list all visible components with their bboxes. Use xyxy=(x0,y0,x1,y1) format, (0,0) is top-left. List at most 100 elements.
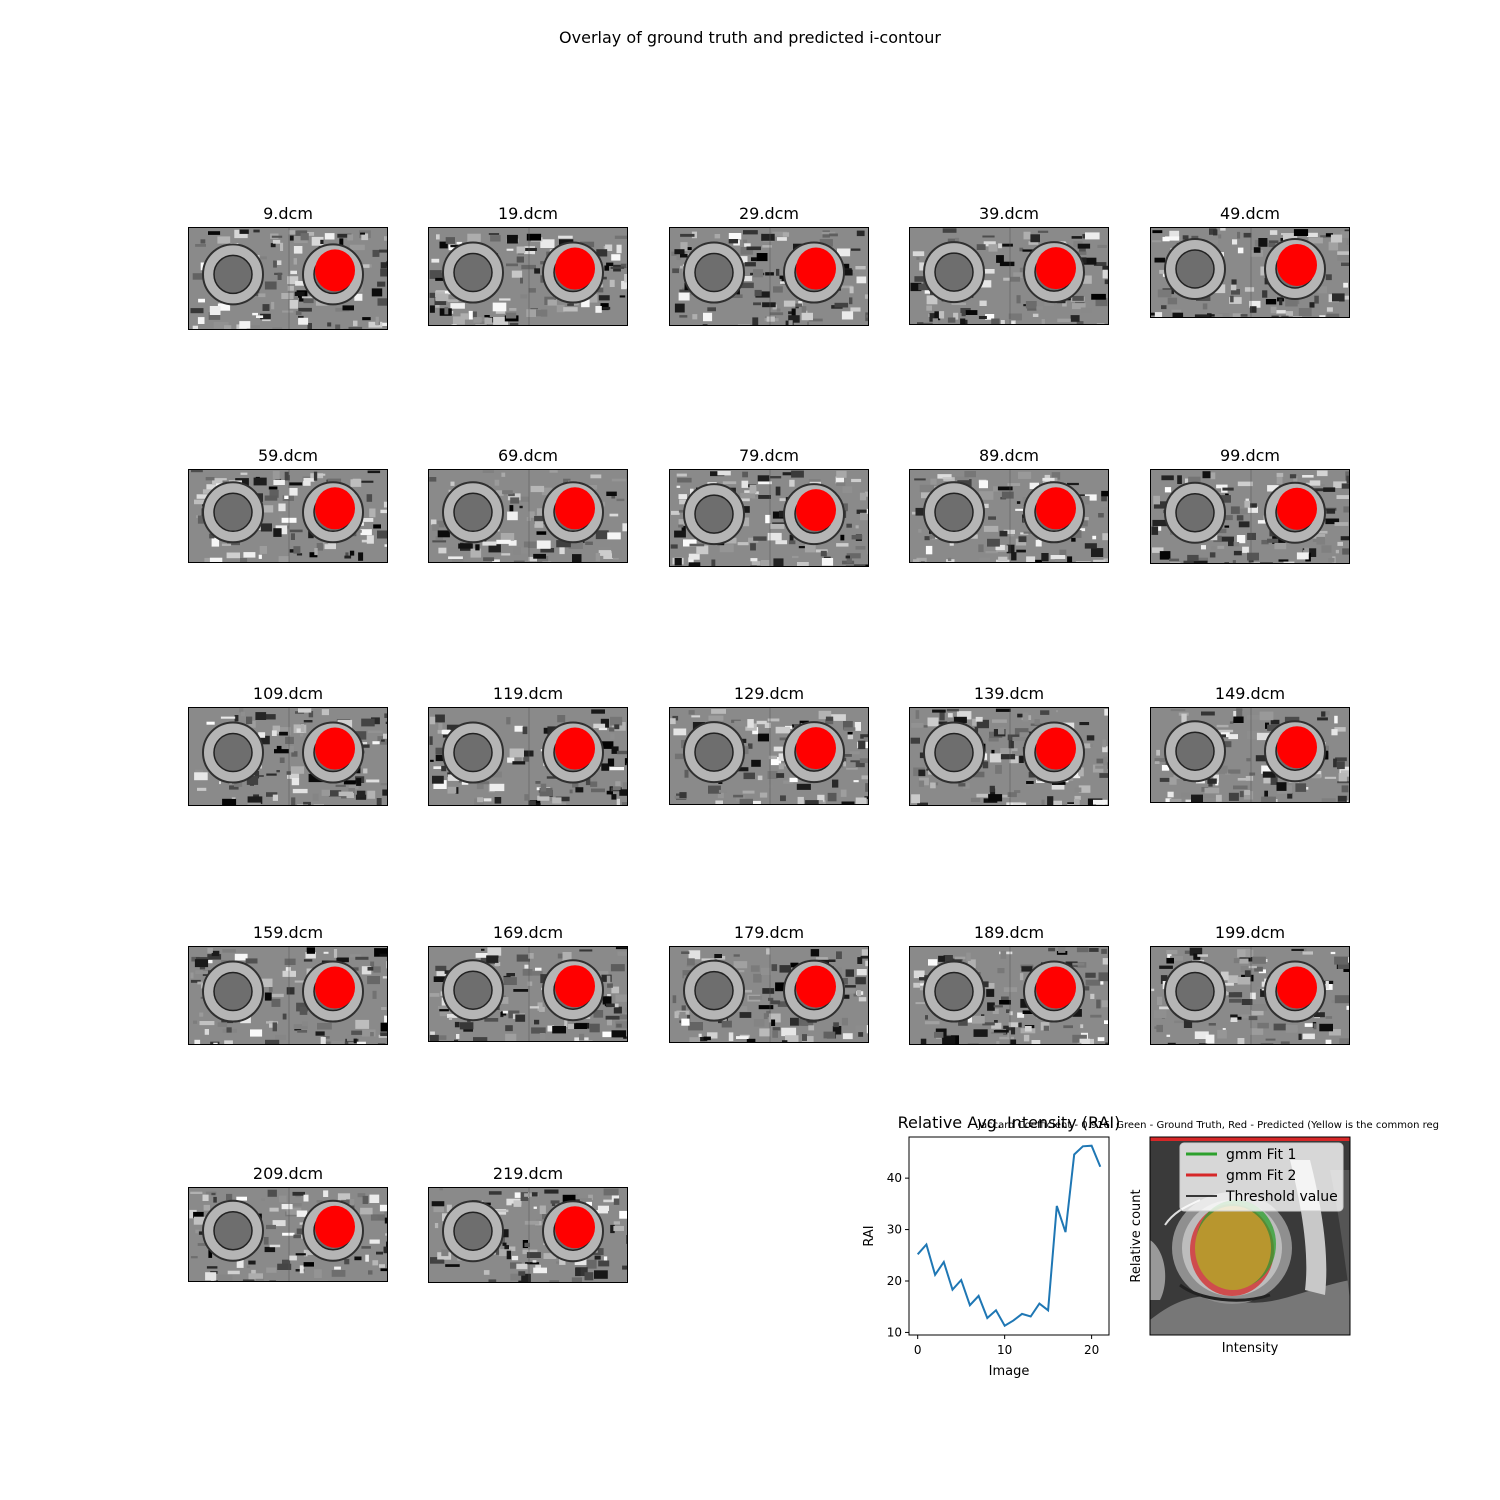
panel-title: 69.dcm xyxy=(498,446,558,465)
overlay-axes-frame xyxy=(1149,1136,1351,1336)
mri-overlay-image xyxy=(669,227,869,326)
rai-ticks: 0 10 20 10 20 30 40 xyxy=(887,1171,1100,1357)
mri-overlay-image xyxy=(428,469,628,563)
predicted-contour-region xyxy=(555,247,595,290)
mri-overlay-image xyxy=(188,1187,388,1282)
panel-title: 59.dcm xyxy=(258,446,318,465)
mri-overlay-image xyxy=(669,946,869,1043)
mri-overlay-image xyxy=(188,469,388,563)
mri-overlay-image xyxy=(669,707,869,805)
panel-title: 29.dcm xyxy=(739,204,799,223)
panel-title: 209.dcm xyxy=(252,1164,324,1183)
predicted-contour-region xyxy=(1036,487,1076,530)
image-panel: 59.dcm xyxy=(188,447,388,563)
predicted-contour-region xyxy=(555,965,595,1008)
mri-overlay-image xyxy=(669,469,869,567)
rai-xtick-label: 0 xyxy=(914,1343,922,1357)
mri-overlay-image xyxy=(909,227,1109,325)
overlay-image xyxy=(1150,1137,1350,1335)
rai-xtick-label: 10 xyxy=(997,1343,1012,1357)
image-panel: 9.dcm xyxy=(188,205,388,330)
panel-title: 89.dcm xyxy=(979,446,1039,465)
legend-box xyxy=(1179,1142,1344,1212)
predicted-contour-region xyxy=(1036,247,1076,290)
rai-ytick-label: 10 xyxy=(887,1325,902,1339)
mri-overlay-image xyxy=(1150,707,1350,803)
panel-title: 179.dcm xyxy=(733,923,805,942)
rai-ylabel: RAI xyxy=(862,1225,877,1246)
image-panel: 149.dcm xyxy=(1150,685,1350,803)
image-panel: 109.dcm xyxy=(188,685,388,806)
image-panel: 199.dcm xyxy=(1150,924,1350,1045)
predicted-contour-region xyxy=(555,487,595,530)
overlay-ylabel: Relative count xyxy=(1129,1189,1144,1282)
mri-overlay-image xyxy=(909,946,1109,1045)
overlay-xlabel: Intensity xyxy=(1222,1341,1279,1356)
image-panel: 189.dcm xyxy=(909,924,1109,1045)
mri-overlay-image xyxy=(1150,946,1350,1045)
rai-ytick-label: 20 xyxy=(887,1274,902,1288)
predicted-contour-region xyxy=(1036,727,1076,770)
predicted-contour-region xyxy=(1277,487,1317,530)
panel-title: 159.dcm xyxy=(252,923,324,942)
predicted-contour-region xyxy=(315,249,355,292)
panel-title: 19.dcm xyxy=(498,204,558,223)
panel-title: 189.dcm xyxy=(973,923,1045,942)
panel-title: 119.dcm xyxy=(492,684,564,703)
mri-overlay-image xyxy=(428,227,628,326)
mri-overlay-image xyxy=(188,707,388,806)
image-panel: 69.dcm xyxy=(428,447,628,563)
rai-ytick-label: 40 xyxy=(887,1171,902,1185)
mri-overlay-image xyxy=(188,946,388,1045)
legend-label-threshold: Threshold value xyxy=(1225,1189,1338,1205)
image-panel: 19.dcm xyxy=(428,205,628,326)
mri-overlay-image xyxy=(909,707,1109,806)
legend-label-fit2: gmm Fit 2 xyxy=(1226,1168,1296,1184)
image-panel: 119.dcm xyxy=(428,685,628,806)
panel-title: 129.dcm xyxy=(733,684,805,703)
predicted-contour-region xyxy=(1277,243,1317,286)
mri-overlay-image xyxy=(188,227,388,330)
image-panel: 49.dcm xyxy=(1150,205,1350,318)
mri-overlay-image xyxy=(428,1187,628,1283)
mri-overlay-image xyxy=(428,707,628,806)
predicted-contour-region xyxy=(555,1206,595,1249)
rai-axes-frame xyxy=(908,1136,1110,1336)
rai-series-line xyxy=(916,1144,1102,1328)
image-panel: 89.dcm xyxy=(909,447,1109,563)
image-panel: 129.dcm xyxy=(669,685,869,805)
rai-title: Relative Avg. Intensity (RAI) xyxy=(898,1113,1121,1132)
predicted-contour-region xyxy=(1036,966,1076,1009)
panel-title: 139.dcm xyxy=(973,684,1045,703)
overlay-title: Jaccard Coefficient - 0.916. Green - Gro… xyxy=(977,1120,1439,1131)
predicted-contour-region xyxy=(555,727,595,770)
mri-overlay-image xyxy=(1150,469,1350,564)
panel-title: 39.dcm xyxy=(979,204,1039,223)
image-panel: 79.dcm xyxy=(669,447,869,567)
image-panel: 209.dcm xyxy=(188,1165,388,1282)
image-panel: 219.dcm xyxy=(428,1165,628,1283)
predicted-contour-region xyxy=(1277,966,1317,1009)
legend-label-fit1: gmm Fit 1 xyxy=(1226,1147,1296,1163)
panel-title: 219.dcm xyxy=(492,1164,564,1183)
predicted-contour-region xyxy=(315,487,355,530)
predicted-contour-region xyxy=(796,489,836,532)
rai-xtick-label: 20 xyxy=(1084,1343,1099,1357)
panel-title: 79.dcm xyxy=(739,446,799,465)
predicted-contour-region xyxy=(315,727,355,770)
panel-title: 109.dcm xyxy=(252,684,324,703)
mri-overlay-image xyxy=(1150,227,1350,318)
predicted-contour-region xyxy=(796,965,836,1008)
rai-xlabel: Image xyxy=(989,1364,1030,1379)
image-panel: 159.dcm xyxy=(188,924,388,1045)
predicted-contour-region xyxy=(1277,726,1317,769)
predicted-contour-region xyxy=(315,1205,355,1248)
panel-title: 169.dcm xyxy=(492,923,564,942)
mri-overlay-image xyxy=(909,469,1109,563)
panel-title: 199.dcm xyxy=(1214,923,1286,942)
predicted-contour-region xyxy=(315,966,355,1009)
mri-overlay-image xyxy=(428,946,628,1042)
image-panel: 179.dcm xyxy=(669,924,869,1043)
predicted-contour-region xyxy=(796,247,836,290)
